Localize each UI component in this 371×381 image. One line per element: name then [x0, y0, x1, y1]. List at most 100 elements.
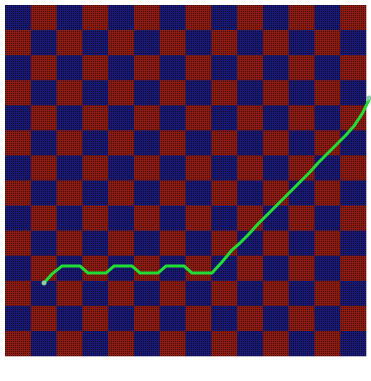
board-cell[interactable]	[211, 305, 238, 332]
board-cell[interactable]	[314, 255, 341, 282]
board-cell[interactable]	[211, 155, 238, 181]
board-cell[interactable]	[5, 230, 32, 257]
board-cell[interactable]	[159, 80, 186, 106]
board-cell[interactable]	[133, 105, 161, 131]
board-cell[interactable]	[133, 130, 161, 156]
board-cell[interactable]	[82, 205, 109, 231]
board-cell[interactable]	[30, 130, 57, 156]
board-cell[interactable]	[288, 5, 315, 31]
board-cell[interactable]	[108, 5, 135, 31]
board-cell[interactable]	[108, 55, 135, 81]
board-cell[interactable]	[56, 305, 83, 332]
board-cell[interactable]	[5, 80, 32, 106]
board-cell[interactable]	[30, 205, 57, 231]
board-cell[interactable]	[314, 305, 341, 332]
board-cell[interactable]	[108, 130, 135, 156]
board-cell[interactable]	[262, 55, 289, 81]
board-cell[interactable]	[5, 55, 32, 81]
board-cell[interactable]	[262, 30, 289, 56]
board-cell[interactable]	[262, 255, 289, 282]
board-cell[interactable]	[262, 280, 289, 307]
board-cell[interactable]	[314, 105, 341, 131]
board-cell[interactable]	[262, 230, 289, 257]
board-cell[interactable]	[237, 280, 264, 307]
board-cell[interactable]	[30, 80, 57, 106]
board-cell[interactable]	[133, 180, 161, 206]
board-cell[interactable]	[159, 280, 186, 307]
board-cell[interactable]	[262, 105, 289, 131]
board-cell[interactable]	[5, 280, 32, 307]
board-cell[interactable]	[30, 5, 57, 31]
board-cell[interactable]	[133, 280, 161, 307]
board-cell[interactable]	[56, 5, 83, 31]
board-cell[interactable]	[237, 105, 264, 131]
board-cell[interactable]	[30, 305, 57, 332]
board-cell[interactable]	[262, 180, 289, 206]
board-cell[interactable]	[314, 280, 341, 307]
board-cell[interactable]	[314, 80, 341, 106]
board-cell[interactable]	[82, 80, 109, 106]
board-cell[interactable]	[30, 155, 57, 181]
board-cell[interactable]	[185, 155, 212, 181]
board-cell[interactable]	[133, 5, 161, 31]
board-cell[interactable]	[340, 255, 367, 282]
board-cell[interactable]	[82, 280, 109, 307]
board-cell[interactable]	[288, 55, 315, 81]
board-cell[interactable]	[185, 80, 212, 106]
board-cell[interactable]	[159, 105, 186, 131]
board-cell[interactable]	[82, 255, 109, 282]
board-cell[interactable]	[237, 155, 264, 181]
board-cell[interactable]	[314, 230, 341, 257]
board-cell[interactable]	[185, 55, 212, 81]
board-cell[interactable]	[108, 305, 135, 332]
board-cell[interactable]	[340, 80, 367, 106]
board-cell[interactable]	[185, 280, 212, 307]
board-cell[interactable]	[314, 205, 341, 231]
board-cell[interactable]	[5, 105, 32, 131]
board-cell[interactable]	[159, 330, 186, 357]
board-cell[interactable]	[159, 130, 186, 156]
board-cell[interactable]	[288, 230, 315, 257]
board-cell[interactable]	[314, 155, 341, 181]
board-cell[interactable]	[237, 305, 264, 332]
board-cell[interactable]	[340, 305, 367, 332]
board-cell[interactable]	[262, 80, 289, 106]
board-cell[interactable]	[185, 180, 212, 206]
board-cell[interactable]	[288, 255, 315, 282]
board-cell[interactable]	[133, 305, 161, 332]
board-cell[interactable]	[133, 330, 161, 357]
board-cell[interactable]	[211, 180, 238, 206]
board-cell[interactable]	[82, 230, 109, 257]
board-cell[interactable]	[56, 155, 83, 181]
board-cell[interactable]	[159, 30, 186, 56]
board-cell[interactable]	[108, 30, 135, 56]
board-cell[interactable]	[56, 330, 83, 357]
board-cell[interactable]	[82, 55, 109, 81]
board-cell[interactable]	[56, 230, 83, 257]
board-cell[interactable]	[237, 5, 264, 31]
board-cell[interactable]	[288, 30, 315, 56]
board-cell[interactable]	[108, 105, 135, 131]
board-cell[interactable]	[262, 155, 289, 181]
board-cell[interactable]	[340, 330, 367, 357]
board-cell[interactable]	[30, 55, 57, 81]
board-cell[interactable]	[159, 180, 186, 206]
board-cell[interactable]	[314, 330, 341, 357]
board-cell[interactable]	[185, 205, 212, 231]
board-cell[interactable]	[288, 180, 315, 206]
board-cell[interactable]	[237, 255, 264, 282]
board-cell[interactable]	[133, 255, 161, 282]
board-cell[interactable]	[340, 280, 367, 307]
board-cell[interactable]	[5, 130, 32, 156]
board-cell[interactable]	[340, 130, 367, 156]
board-cell[interactable]	[56, 130, 83, 156]
board-cell[interactable]	[340, 205, 367, 231]
board-cell[interactable]	[30, 255, 57, 282]
board-cell[interactable]	[262, 5, 289, 31]
board-cell[interactable]	[5, 255, 32, 282]
board-cell[interactable]	[340, 30, 367, 56]
board-cell[interactable]	[237, 80, 264, 106]
board-cell[interactable]	[211, 5, 238, 31]
board-cell[interactable]	[133, 205, 161, 231]
board-cell[interactable]	[5, 5, 32, 31]
